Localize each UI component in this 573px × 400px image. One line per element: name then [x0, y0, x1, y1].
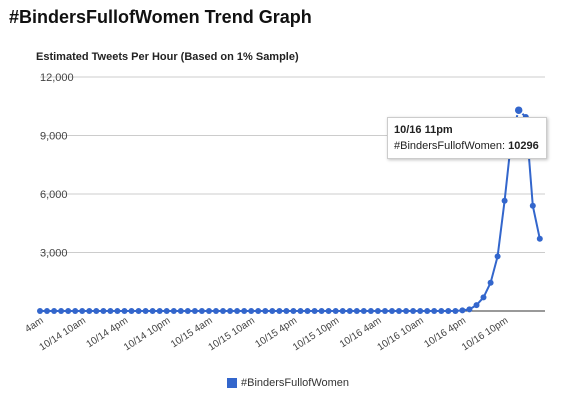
data-point[interactable]	[149, 308, 156, 314]
data-point[interactable]	[170, 308, 177, 314]
data-point[interactable]	[184, 308, 191, 314]
grid-lines	[40, 76, 545, 312]
data-point[interactable]	[410, 308, 417, 314]
data-point[interactable]	[51, 308, 58, 314]
data-point[interactable]	[431, 308, 438, 314]
data-point[interactable]	[452, 308, 459, 314]
legend[interactable]: #BindersFullofWomen	[227, 377, 349, 389]
data-point[interactable]	[93, 308, 100, 314]
data-point[interactable]	[353, 308, 360, 314]
data-point[interactable]	[424, 308, 431, 314]
data-point[interactable]	[142, 308, 149, 314]
data-point[interactable]	[318, 308, 325, 314]
data-point[interactable]	[389, 308, 395, 314]
chart-title: Estimated Tweets Per Hour (Based on 1% S…	[36, 51, 299, 63]
tooltip-value: 10296	[508, 140, 539, 152]
data-point[interactable]	[374, 308, 381, 314]
y-tick-label: 9,000	[40, 131, 68, 143]
data-point[interactable]	[346, 308, 353, 314]
data-point[interactable]	[480, 294, 487, 301]
data-point[interactable]	[360, 308, 367, 314]
data-point[interactable]	[79, 308, 86, 314]
data-point[interactable]	[487, 279, 494, 286]
hover-tooltip: 10/16 11pm #BindersFullofWomen: 10296	[387, 117, 547, 159]
data-point[interactable]	[459, 307, 466, 314]
data-point[interactable]	[438, 308, 445, 314]
x-tick-label: 10/15 10pm	[291, 315, 341, 353]
y-axis-ticks: 12,000 9,000 6,000 3,000	[40, 72, 74, 260]
data-point[interactable]	[107, 308, 114, 314]
data-point[interactable]	[206, 308, 212, 314]
page-title: #BindersFullofWomen Trend Graph	[9, 7, 312, 27]
x-tick-label: 4am	[23, 315, 45, 335]
data-point[interactable]	[44, 308, 50, 314]
data-point[interactable]	[86, 308, 93, 314]
data-point[interactable]	[290, 308, 297, 314]
data-point[interactable]	[114, 308, 121, 314]
data-point[interactable]	[156, 308, 163, 314]
data-point[interactable]	[513, 104, 524, 116]
y-tick-label: 3,000	[40, 248, 68, 260]
data-point[interactable]	[191, 308, 198, 314]
data-point[interactable]	[501, 197, 508, 204]
data-point[interactable]	[163, 308, 170, 314]
data-point[interactable]	[445, 308, 452, 314]
data-point[interactable]	[255, 308, 262, 314]
tooltip-row: #BindersFullofWomen: 10296	[394, 140, 539, 152]
data-point[interactable]	[220, 308, 226, 314]
y-tick-label: 12,000	[40, 72, 74, 84]
x-tick-label: 10/15 10am	[207, 315, 257, 353]
data-point[interactable]	[367, 308, 374, 314]
data-point[interactable]	[339, 308, 346, 314]
data-point[interactable]	[297, 308, 304, 314]
data-point[interactable]	[100, 308, 107, 314]
data-point[interactable]	[269, 308, 276, 314]
data-point[interactable]	[396, 308, 402, 314]
data-point[interactable]	[403, 308, 410, 314]
data-point[interactable]	[121, 308, 128, 314]
data-point[interactable]	[177, 308, 184, 314]
x-tick-label: 10/14 10pm	[122, 315, 172, 353]
data-point[interactable]	[311, 308, 318, 314]
data-point[interactable]	[262, 308, 269, 314]
data-point[interactable]	[234, 308, 241, 314]
data-point[interactable]	[65, 308, 72, 314]
data-point[interactable]	[466, 306, 473, 313]
legend-label: #BindersFullofWomen	[241, 377, 350, 389]
data-point[interactable]	[198, 308, 205, 314]
data-point[interactable]	[536, 235, 543, 242]
data-point[interactable]	[72, 308, 79, 314]
data-point[interactable]	[135, 308, 142, 314]
x-tick-label: 10/16 10am	[375, 315, 425, 353]
data-point[interactable]	[241, 308, 248, 314]
x-tick-label: 10/16 10pm	[460, 315, 510, 353]
data-point[interactable]	[248, 308, 255, 314]
data-point[interactable]	[382, 308, 388, 314]
data-point[interactable]	[213, 308, 219, 314]
data-point[interactable]	[58, 308, 65, 314]
data-point[interactable]	[304, 308, 311, 314]
data-point[interactable]	[494, 253, 501, 260]
tooltip-series-label: #BindersFullofWomen:	[394, 140, 509, 152]
data-point[interactable]	[473, 302, 480, 309]
data-point[interactable]	[128, 308, 135, 314]
data-point[interactable]	[325, 308, 332, 314]
data-point[interactable]	[276, 308, 283, 314]
data-point[interactable]	[227, 308, 234, 314]
data-point[interactable]	[37, 308, 43, 314]
data-point[interactable]	[283, 308, 290, 314]
x-tick-label: 10/14 10am	[38, 315, 88, 353]
y-tick-label: 6,000	[40, 189, 68, 201]
data-point[interactable]	[332, 308, 339, 314]
tooltip-date: 10/16 11pm	[394, 124, 453, 136]
legend-swatch	[227, 378, 237, 388]
data-point[interactable]	[529, 202, 536, 209]
data-point[interactable]	[417, 308, 424, 314]
